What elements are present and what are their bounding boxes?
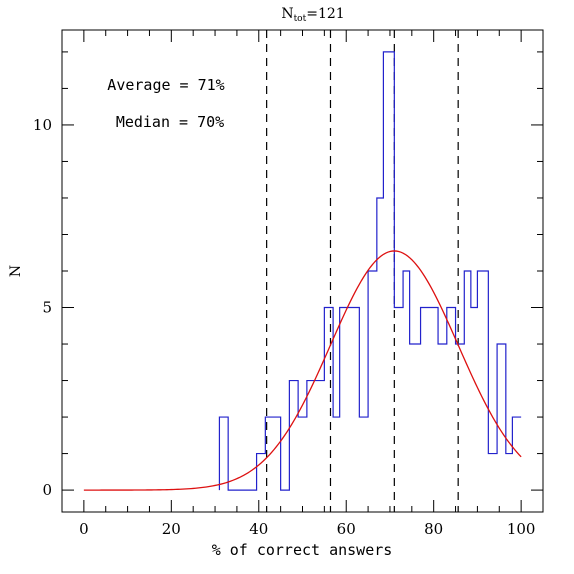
x-tick-label: 20 — [162, 520, 181, 538]
y-tick-label: 5 — [42, 299, 52, 317]
histogram-series — [218, 51, 522, 491]
chart-title: Ntot=121 — [281, 6, 344, 24]
x-tick-labels: 0 20 40 60 80 100 — [79, 520, 535, 538]
x-tick-label: 80 — [424, 520, 443, 538]
x-tick-label: 60 — [337, 520, 356, 538]
y-tick-label: 0 — [42, 481, 52, 499]
gaussian-fit-curve — [83, 250, 522, 491]
minor-ticks — [62, 30, 543, 512]
average-annotation: Average = 71% — [107, 76, 224, 94]
x-tick-label: 100 — [507, 520, 536, 538]
x-axis-label: % of correct answers — [212, 541, 393, 559]
y-tick-labels: 0 5 10 — [33, 116, 52, 499]
dashed-vertical-lines — [266, 30, 459, 512]
title-subscript: tot — [294, 14, 307, 24]
median-annotation: Median = 70% — [116, 113, 224, 131]
title-main: N — [281, 6, 293, 22]
y-axis-label: N — [8, 265, 24, 277]
x-tick-label: 0 — [79, 520, 89, 538]
major-ticks — [62, 30, 543, 512]
y-tick-label: 10 — [33, 116, 52, 134]
title-value: =121 — [306, 6, 344, 22]
x-tick-label: 40 — [249, 520, 268, 538]
